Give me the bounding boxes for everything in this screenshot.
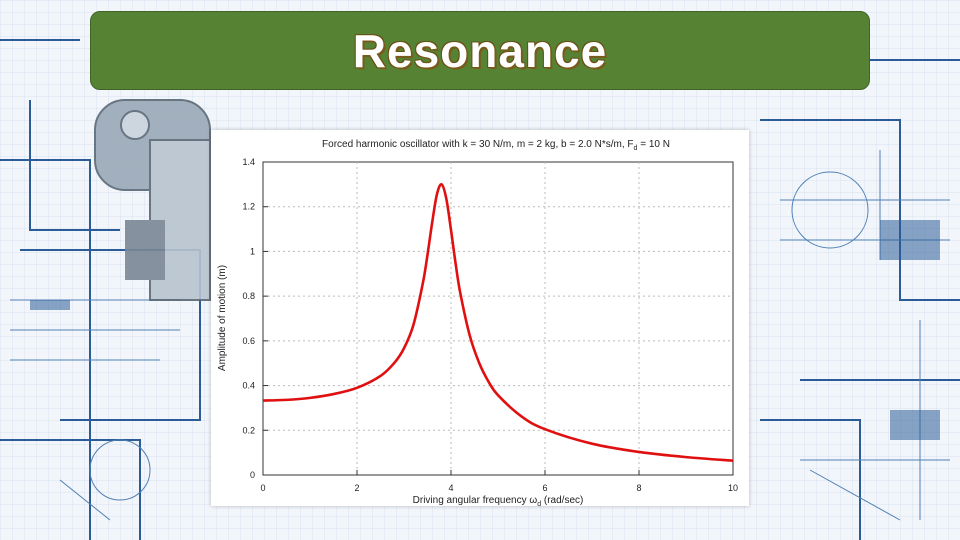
x-tick-label: 0 <box>260 483 265 493</box>
y-tick-label: 0 <box>250 470 255 480</box>
x-tick-label: 2 <box>354 483 359 493</box>
y-tick-label: 1.2 <box>242 202 255 212</box>
chart-panel: Forced harmonic oscillator with k = 30 N… <box>211 130 749 506</box>
slide-title: Resonance <box>352 24 608 77</box>
y-tick-label: 1.4 <box>242 157 255 167</box>
x-axis-label: Driving angular frequency ωd (rad/sec) <box>413 495 584 506</box>
y-axis-label: Amplitude of motion (m) <box>217 265 228 371</box>
x-tick-label: 8 <box>636 483 641 493</box>
title-bar: Resonance <box>90 11 870 90</box>
y-tick-label: 0.4 <box>242 381 255 391</box>
plot-area <box>262 161 734 476</box>
chart-grid <box>263 162 733 475</box>
x-axis: 0 2 4 6 8 10 <box>260 470 738 493</box>
y-axis: 0 0.2 0.4 0.6 0.8 1 1.2 1.4 <box>242 157 268 480</box>
y-tick-label: 0.6 <box>242 336 255 346</box>
y-tick-label: 0.2 <box>242 425 255 435</box>
amplitude-curve <box>262 183 734 462</box>
y-tick-label: 0.8 <box>242 291 255 301</box>
x-tick-label: 6 <box>542 483 547 493</box>
x-tick-label: 4 <box>448 483 453 493</box>
caliper-tool-decoration <box>94 99 211 301</box>
x-tick-label: 10 <box>728 483 738 493</box>
chart-title: Forced harmonic oscillator with k = 30 N… <box>322 139 670 152</box>
resonance-chart: Forced harmonic oscillator with k = 30 N… <box>217 139 738 506</box>
y-tick-label: 1 <box>250 246 255 256</box>
